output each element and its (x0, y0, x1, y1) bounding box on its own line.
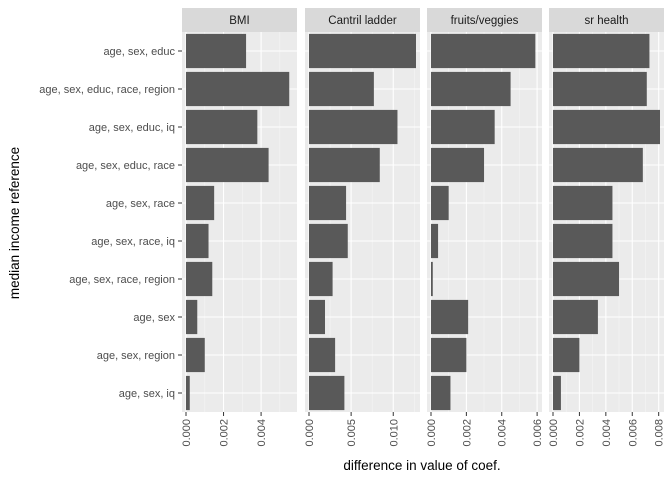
x-tick-label: 0.002 (461, 419, 473, 447)
bar (431, 71, 511, 107)
y-tick-label: age, sex (133, 312, 175, 324)
bar (309, 147, 380, 183)
y-tick-label: age, sex, educ, race (76, 160, 175, 172)
bar (309, 109, 398, 145)
bar (431, 33, 536, 69)
x-tick-label: 0.004 (497, 419, 509, 447)
bar (309, 375, 345, 411)
y-tick-label: age, sex, race, iq (91, 236, 175, 248)
bar (431, 299, 469, 335)
x-tick-label: 0.008 (654, 419, 666, 447)
facet-strip-label: fruits/veggies (451, 15, 519, 27)
y-axis-title: median income reference (7, 147, 22, 299)
y-tick-label: age, sex, educ (103, 46, 175, 58)
bar (309, 33, 416, 69)
y-tick-label: age, sex, educ, race, region (39, 84, 175, 96)
bar (186, 261, 213, 297)
bar (553, 109, 660, 145)
bar (431, 337, 467, 373)
facet-strip-label: BMI (229, 15, 249, 27)
bar (309, 337, 336, 373)
bar (553, 185, 613, 221)
y-tick-label: age, sex, educ, iq (89, 122, 175, 134)
bar (553, 261, 620, 297)
x-tick-label: 0.000 (304, 419, 316, 447)
bar (553, 299, 598, 335)
x-tick-label: 0.004 (256, 419, 268, 447)
bar (553, 375, 561, 411)
bar (309, 299, 326, 335)
bar (309, 185, 347, 221)
x-tick-label: 0.000 (181, 419, 193, 447)
y-tick-label: age, sex, race, region (69, 274, 175, 286)
facet-strip (427, 8, 542, 32)
bar (431, 147, 485, 183)
bar (553, 33, 650, 69)
bar (431, 109, 495, 145)
x-tick-label: 0.006 (627, 419, 639, 447)
bar (186, 223, 209, 259)
bar (186, 147, 269, 183)
bar (186, 375, 190, 411)
y-tick-label: age, sex, iq (119, 388, 175, 400)
bar (431, 185, 449, 221)
y-tick-label: age, sex, race (106, 198, 175, 210)
y-tick-label: age, sex, region (97, 350, 175, 362)
x-tick-label: 0.002 (574, 419, 586, 447)
facet-strip (549, 8, 664, 32)
x-tick-label: 0.000 (426, 419, 438, 447)
facet-strip (305, 8, 420, 32)
x-tick-label: 0.004 (601, 419, 613, 447)
bar (431, 261, 433, 297)
x-tick-label: 0.005 (346, 419, 358, 447)
x-axis-title: difference in value of coef. (343, 458, 500, 473)
bar (186, 109, 258, 145)
bar (553, 223, 613, 259)
bar (309, 223, 348, 259)
bar (431, 223, 439, 259)
bar (309, 261, 333, 297)
x-tick-label: 0.010 (388, 419, 400, 447)
bar (186, 185, 215, 221)
facet-strip (182, 8, 297, 32)
bar (553, 147, 643, 183)
bar (553, 71, 647, 107)
x-tick-label: 0.006 (532, 419, 544, 447)
x-tick-label: 0.002 (219, 419, 231, 447)
bar (186, 71, 290, 107)
facet-strip-label: sr health (584, 15, 628, 27)
x-tick-label: 0.000 (548, 419, 560, 447)
facet-strip-label: Cantril ladder (328, 15, 397, 27)
bar (186, 337, 205, 373)
bar (186, 299, 198, 335)
bar (309, 71, 374, 107)
bar (186, 33, 247, 69)
bar (553, 337, 580, 373)
bar (431, 375, 451, 411)
